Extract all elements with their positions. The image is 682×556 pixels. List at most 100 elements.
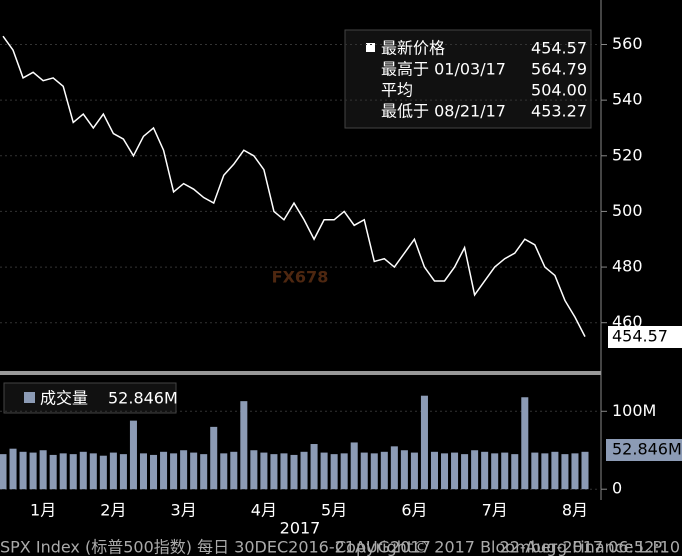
volume-bar — [360, 452, 368, 490]
legend-label: 最高于 01/03/17 — [381, 60, 506, 79]
volume-bar — [230, 451, 238, 490]
volume-bar — [270, 454, 278, 490]
x-tick-label: 3月 — [171, 501, 197, 520]
divider — [0, 371, 601, 375]
volume-bar — [69, 454, 77, 490]
volume-bar — [340, 453, 348, 490]
volume-bar — [441, 453, 449, 490]
footer-left: SPX Index (标普500指数) 每日 30DEC2016-21AUG20… — [0, 538, 431, 556]
volume-bar — [430, 451, 438, 490]
volume-bar — [0, 454, 7, 490]
volume-bar — [19, 451, 27, 490]
volume-bar — [380, 451, 388, 490]
volume-bar — [160, 451, 168, 490]
volume-bar — [260, 452, 268, 490]
volume-bar — [200, 454, 208, 490]
legend-box — [344, 29, 592, 129]
x-tick-label: 7月 — [482, 501, 508, 520]
legend-value: 453.27 — [531, 102, 587, 121]
footer-center: Copyright© 2017 Bloomberg Finance L.P. — [335, 538, 665, 556]
volume-bar — [210, 426, 218, 490]
volume-bar — [330, 454, 338, 490]
volume-bar — [531, 452, 539, 490]
volume-legend-value: 52.846M — [108, 389, 178, 408]
legend-value: 454.57 — [531, 39, 587, 58]
volume-bar — [451, 452, 459, 490]
x-axis-label: 2017 — [280, 519, 321, 538]
volume-bar — [511, 454, 519, 490]
volume-bar — [561, 454, 569, 490]
y-tick-label: 560 — [612, 34, 643, 53]
volume-bar — [290, 454, 298, 490]
volume-bar — [129, 420, 137, 490]
y-tick-label: 460 — [612, 312, 643, 331]
volume-bar — [481, 451, 489, 490]
volume-bar — [139, 453, 147, 490]
y-tick-label: 540 — [612, 90, 643, 109]
x-tick-label: 6月 — [401, 501, 427, 520]
volume-bar — [250, 450, 258, 490]
volume-bar — [461, 454, 469, 490]
legend-value: 504.00 — [531, 81, 587, 100]
footer-right: 22-Aug-2017 06:52:10 — [500, 538, 680, 556]
volume-bar — [49, 454, 57, 490]
volume-bar — [581, 451, 589, 490]
x-tick-label: 5月 — [321, 501, 347, 520]
x-tick-label: 2月 — [100, 501, 126, 520]
volume-bar — [220, 453, 228, 490]
price-legend-swatch — [366, 43, 375, 52]
volume-bar — [491, 453, 499, 490]
volume-bar — [99, 455, 107, 490]
x-tick-label: 8月 — [562, 501, 588, 520]
legend-value: 564.79 — [531, 60, 587, 79]
volume-bar — [501, 452, 509, 490]
legend-label: 平均 — [381, 81, 413, 100]
price-line — [2, 35, 586, 337]
volume-bar — [571, 453, 579, 490]
volume-bar — [240, 401, 248, 490]
volume-bar — [9, 448, 17, 490]
last-volume-label: 52.846M — [612, 440, 682, 459]
y-tick-label: 520 — [612, 145, 643, 164]
volume-bar — [350, 442, 358, 490]
y-tick-label: 0 — [612, 479, 622, 498]
volume-bar — [89, 453, 97, 490]
volume-bar — [300, 451, 308, 490]
legend-label: 最低于 08/21/17 — [381, 102, 506, 121]
volume-legend-swatch — [24, 392, 35, 403]
volume-bar — [420, 395, 428, 490]
volume-bar — [170, 453, 178, 490]
volume-bar — [521, 397, 529, 490]
volume-bar — [180, 450, 188, 490]
volume-bar — [39, 450, 47, 490]
x-tick-label: 4月 — [251, 501, 277, 520]
volume-bar — [320, 452, 328, 490]
last-price-tag — [608, 326, 682, 348]
watermark: FX678 — [272, 268, 329, 287]
volume-bar — [410, 452, 418, 490]
volume-bar — [551, 451, 559, 490]
y-tick-label: 100M — [612, 401, 656, 420]
volume-bar — [471, 450, 479, 490]
volume-bar — [109, 452, 117, 490]
volume-bar — [280, 453, 288, 490]
volume-legend-name: 成交量 — [40, 389, 88, 408]
last-volume-tag — [606, 439, 682, 461]
y-tick-label: 500 — [612, 201, 643, 220]
volume-bar — [59, 453, 67, 490]
x-tick-label: 1月 — [30, 501, 56, 520]
y-tick-label: 480 — [612, 257, 643, 276]
volume-bar — [310, 444, 318, 490]
volume-bar — [541, 453, 549, 490]
volume-bar — [390, 446, 398, 490]
last-price-label: 454.57 — [612, 327, 668, 346]
volume-bar — [119, 454, 127, 490]
volume-bar — [190, 452, 198, 490]
volume-bar — [400, 450, 408, 490]
volume-bar — [150, 454, 158, 490]
legend-label: 最新价格 — [381, 39, 445, 58]
volume-bar — [29, 452, 37, 490]
volume-bar — [370, 453, 378, 490]
volume-bar — [79, 451, 87, 490]
